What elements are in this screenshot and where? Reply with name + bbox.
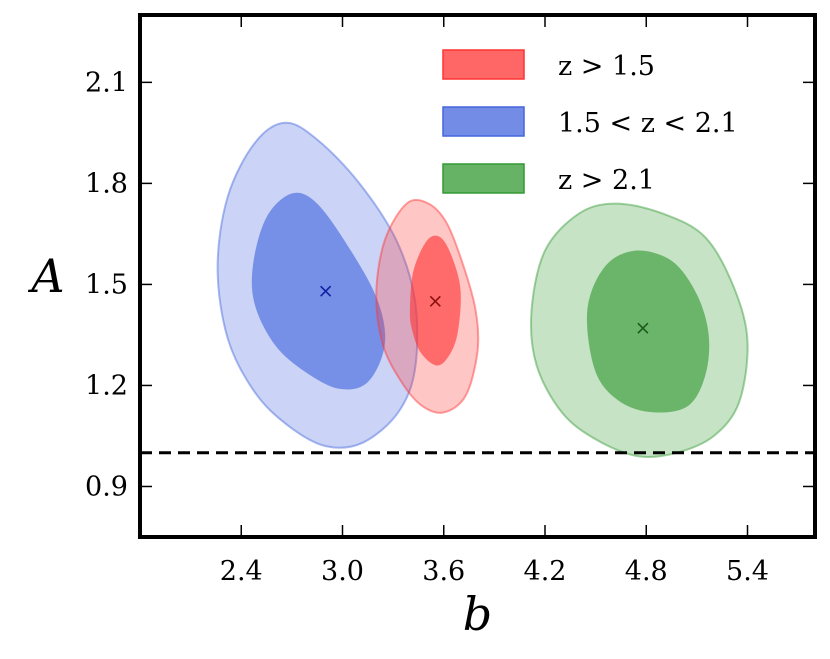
legend-label: 1.5 < z < 2.1 [558, 108, 738, 139]
y-tick-label: 1.2 [85, 370, 128, 401]
contour-layer [216, 121, 749, 459]
y-tick-label: 0.9 [85, 471, 128, 502]
legend-label: z > 2.1 [558, 165, 655, 196]
legend-label: z > 1.5 [558, 51, 655, 82]
x-tick-label: 3.6 [422, 556, 465, 587]
tick-layer: 2.4 3.0 3.6 4.2 4.8 5.4 0.9 1.2 1.5 1.8 2.1 [85, 15, 815, 587]
legend-swatch [442, 163, 525, 194]
x-tick-label: 2.4 [220, 556, 263, 587]
legend-item-z-1-5: z > 1.5 [442, 49, 655, 82]
x-tick-label: 4.2 [524, 556, 567, 587]
x-axis-label: b [463, 587, 492, 641]
y-tick-label: 2.1 [85, 67, 128, 98]
legend: z > 1.5 1.5 < z < 2.1 z > 2.1 [442, 49, 738, 196]
x-tick-label: 4.8 [625, 556, 668, 587]
y-axis-label: A [27, 249, 64, 303]
legend-item-z-2-1: z > 2.1 [442, 163, 655, 196]
contour-68-z-2-1 [586, 250, 710, 413]
best-fit-marker-z-2-1 [637, 322, 649, 334]
legend-swatch [442, 49, 525, 80]
best-fit-layer [320, 285, 649, 334]
x-tick-label: 5.4 [726, 556, 769, 587]
y-tick-label: 1.8 [85, 168, 128, 199]
x-tick-label: 3.0 [321, 556, 364, 587]
legend-item-1-5-z-2-1: 1.5 < z < 2.1 [442, 106, 738, 139]
contour-68-1-5-z-2-1 [251, 192, 386, 390]
plot-frame [138, 13, 817, 539]
best-fit-marker-1-5-z-2-1 [320, 285, 332, 297]
legend-swatch [442, 106, 525, 137]
y-tick-label: 1.5 [85, 269, 128, 300]
best-fit-marker-z-1-5 [429, 295, 441, 307]
